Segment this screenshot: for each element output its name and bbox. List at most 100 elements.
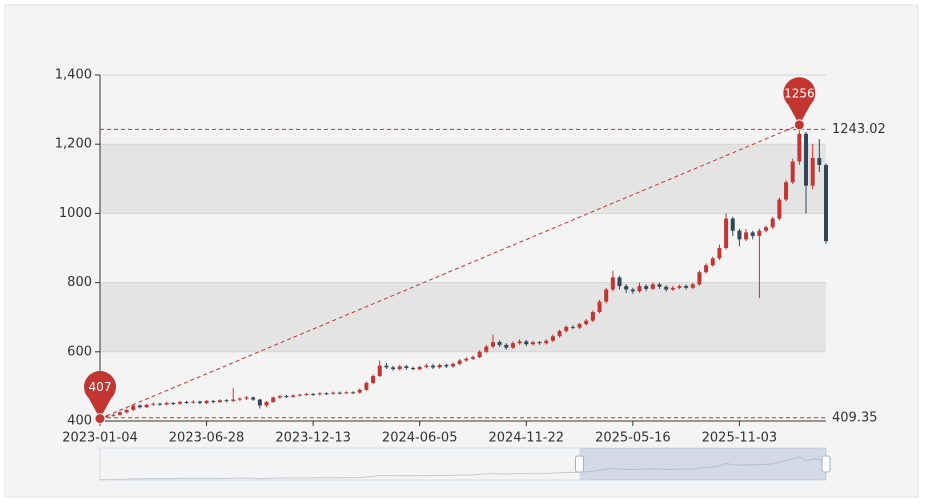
mark-pin [783,77,816,125]
x-tick-label: 2023-06-28 [169,431,245,446]
candle-body [404,366,409,369]
candle-body [257,399,262,406]
candle-body [377,365,382,377]
candle-body [124,409,129,413]
candle-body [197,401,202,404]
candle-body [291,395,296,397]
y-tick-label: 1,400 [55,68,92,83]
candle-body [490,342,495,347]
candle-body [357,389,362,393]
candle-body [131,405,136,410]
candle-body [717,248,722,259]
candle-body [790,161,795,183]
candle-body [577,324,582,328]
candle-body [344,392,349,394]
candle-body [157,403,162,405]
candle-body [244,397,249,399]
candle-body [224,400,229,402]
candle-body [424,365,429,368]
candle-body [104,415,109,417]
candle-body [564,326,569,332]
candle-body [271,397,276,402]
mark-dot [793,119,805,131]
candle-body [251,397,256,400]
candle-body [164,403,169,405]
candle-body [477,351,482,357]
candle-body [550,336,555,341]
candle-body [444,364,449,367]
split-area [100,144,826,214]
mark-pin-label: 1256 [784,86,815,100]
zoom-shadow [99,456,827,481]
candle-body [764,227,769,231]
candle-body [484,346,489,352]
candle-body [217,400,222,402]
candle-body [304,394,309,396]
candle-body [744,232,749,240]
candle-body [284,396,289,398]
candle-body [570,326,575,328]
candle-body [810,158,815,186]
candle-body [137,405,142,408]
candle-body [617,277,622,287]
candle-body [211,400,216,402]
zoom-handle[interactable] [575,455,585,473]
candle-body [191,401,196,403]
candle-body [517,341,522,344]
candle-body [317,393,322,395]
candle-body [804,133,809,186]
candle-body [457,360,462,364]
candle-body [697,272,702,285]
candle-body [797,133,802,162]
candle-body [464,358,469,361]
candle-body [351,392,356,394]
mark-dot [94,413,106,425]
mark-line-label: 409.35 [832,410,878,425]
candle-body [630,289,635,292]
zoom-handle[interactable] [821,455,831,473]
candle-body [237,398,242,400]
candle-body [817,158,822,165]
candle-body [431,365,436,368]
candle-body [684,286,689,288]
candle-body [510,343,515,348]
candle-body [670,287,675,290]
candle-body [777,199,782,219]
candle-body [750,232,755,236]
y-tick-label: 600 [67,344,92,359]
candle-body [724,218,729,248]
candle-body [664,286,669,290]
x-tick-label: 2023-12-13 [275,431,351,446]
mark-pin [84,370,117,419]
candle-body [411,368,416,370]
zoom-window [579,448,826,480]
candle-body [331,392,336,394]
candle-body [524,341,529,345]
candle-body [364,382,369,390]
candle-body [437,364,442,368]
x-tick-label: 2025-05-16 [595,431,671,446]
x-tick-label: 2024-06-05 [382,431,458,446]
y-tick-label: 800 [67,275,92,290]
candle-body [497,342,502,345]
candle-body [784,182,789,200]
candle-body [710,258,715,266]
candle-body [144,404,149,408]
candle-body [690,284,695,288]
y-tick-label: 1000 [59,206,92,221]
candle-body [311,394,316,396]
candle-body [171,403,176,405]
candle-body [470,356,475,359]
candle-body [657,284,662,287]
trend-line [99,124,800,420]
split-area [100,213,826,283]
candle-body [824,164,828,242]
candle-body [204,400,209,404]
candle-body [650,284,655,289]
candle-body [770,218,775,228]
candle-body [297,394,302,396]
candle-body [397,366,402,370]
candle-body [324,393,329,395]
candle-body [117,412,122,415]
